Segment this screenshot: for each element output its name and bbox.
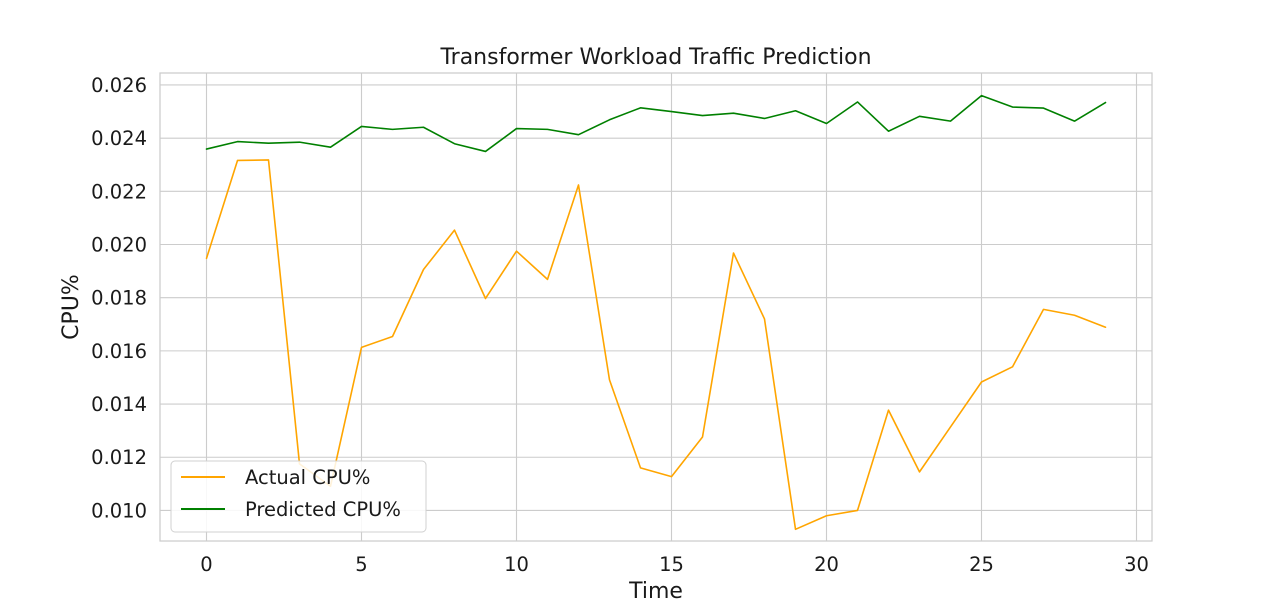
y-axis-ticks: 0.010 0.012 0.014 0.016 0.018 0.020 0.022 0.024…: [91, 74, 147, 522]
x-axis-label: Time: [628, 579, 683, 604]
y-tick-label: 0.026: [91, 74, 147, 97]
y-tick-label: 0.018: [91, 287, 147, 310]
y-tick-label: 0.016: [91, 340, 147, 363]
x-tick-label: 10: [504, 553, 529, 576]
y-tick-label: 0.024: [91, 127, 147, 150]
legend-label-predicted: Predicted CPU%: [245, 498, 401, 521]
x-tick-label: 25: [969, 553, 994, 576]
y-tick-label: 0.010: [91, 499, 147, 522]
y-tick-label: 0.014: [91, 393, 147, 416]
legend-label-actual: Actual CPU%: [245, 466, 370, 489]
x-tick-label: 15: [659, 553, 684, 576]
series-line-0: [205, 159, 1107, 531]
chart-title: Transformer Workload Traffic Prediction: [439, 45, 871, 70]
x-tick-label: 30: [1124, 553, 1149, 576]
legend-box: [170, 460, 427, 533]
x-axis-ticks: 0 5 10 15 20 25 30: [200, 553, 1149, 576]
legend: Actual CPU% Predicted CPU%: [170, 460, 427, 533]
series-line-1: [205, 94, 1107, 153]
x-tick-label: 0: [200, 553, 212, 576]
series-lines: [205, 94, 1107, 531]
x-tick-label: 5: [355, 553, 367, 576]
y-axis-label: CPU%: [59, 274, 84, 340]
y-tick-label: 0.012: [91, 446, 147, 469]
y-tick-label: 0.022: [91, 180, 147, 203]
x-tick-label: 20: [814, 553, 839, 576]
y-tick-label: 0.020: [91, 234, 147, 257]
plot-frame: [159, 72, 1153, 542]
